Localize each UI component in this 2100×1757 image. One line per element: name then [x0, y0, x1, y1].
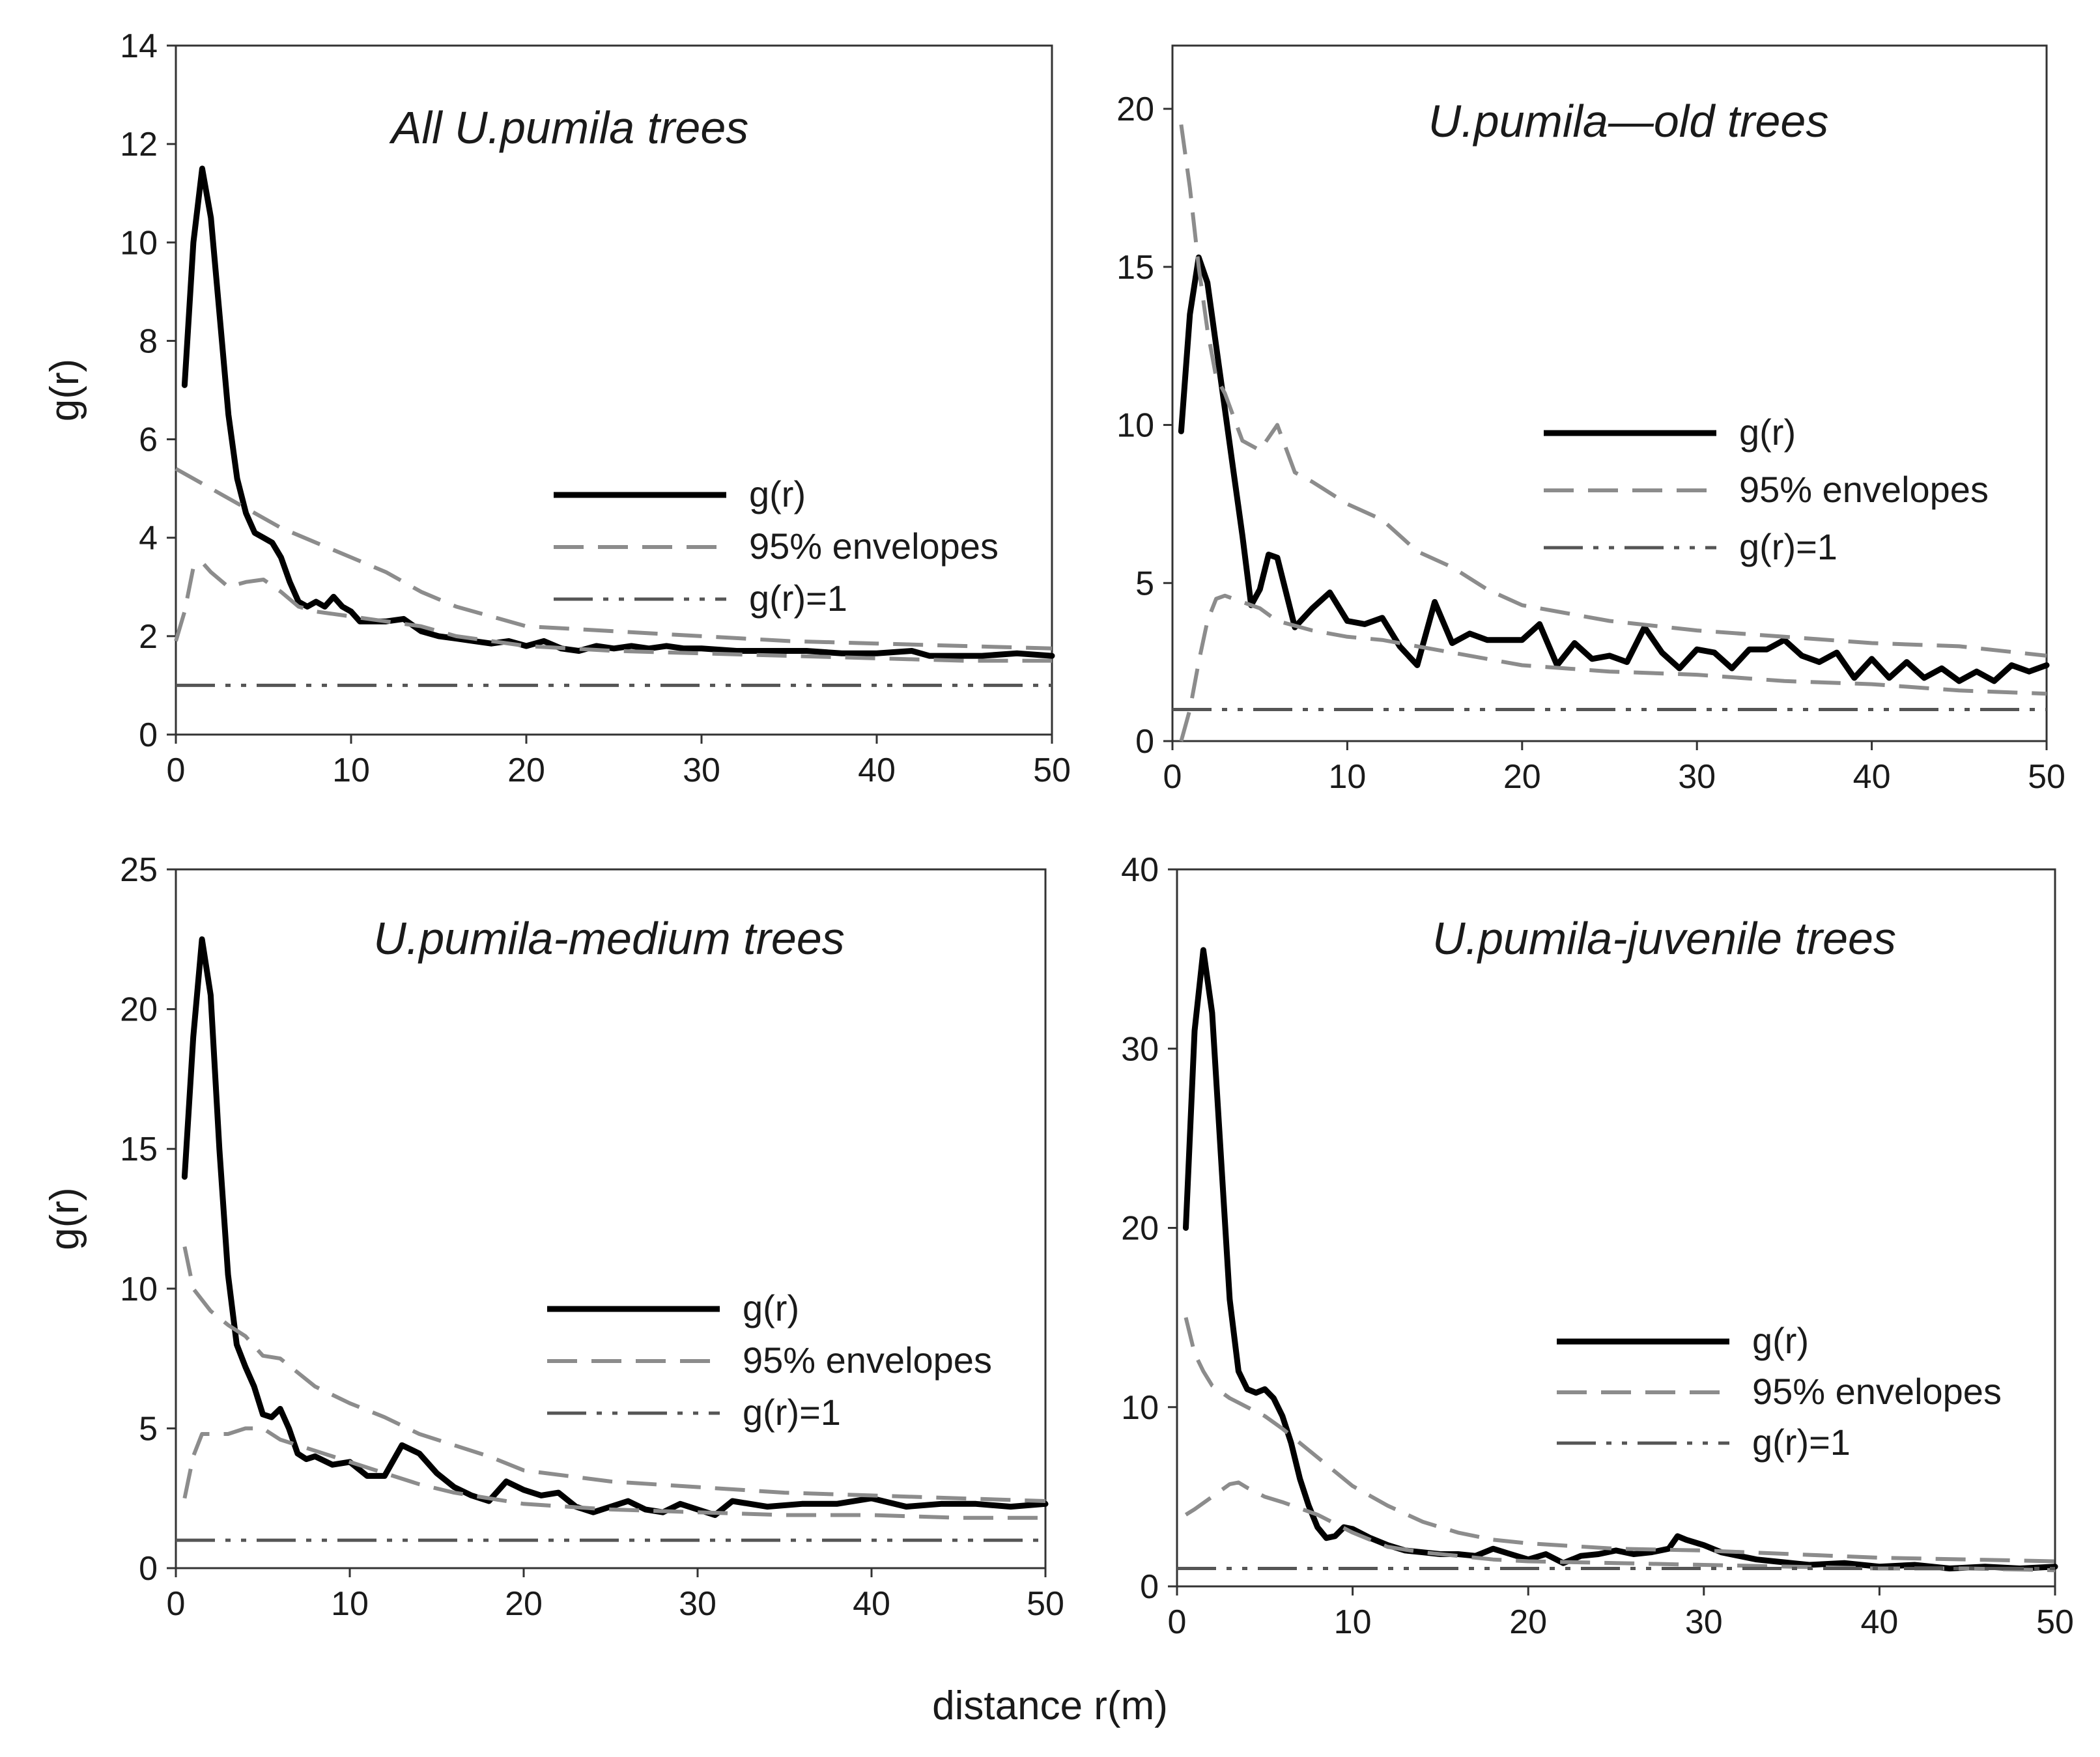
series-line-95-envelopes-upper — [1184, 1317, 2056, 1564]
legend-label: 95% envelopes — [743, 1340, 992, 1381]
y-tick-label: 0 — [139, 1550, 158, 1588]
y-tick-label: 25 — [120, 851, 158, 889]
x-tick-label: 40 — [853, 1585, 890, 1623]
legend-label: 95% envelopes — [1739, 469, 1989, 510]
legend-label: g(r) — [749, 473, 806, 514]
panel-medium-trees: 0 10 20 30 40 50 0 5 10 15 20 25 g(r) U.pumila-medium… — [42, 851, 1064, 1623]
y-tick-label: 10 — [1116, 407, 1154, 445]
x-tick-label: 40 — [1860, 1603, 1898, 1641]
y-tick-label: 0 — [1140, 1568, 1159, 1606]
y-tick-label: 15 — [1116, 249, 1154, 287]
series-line-95-envelopes-lower — [1179, 593, 2047, 742]
panel-title: All U.pumila trees — [389, 102, 749, 153]
x-tick-label: 0 — [1168, 1603, 1187, 1641]
y-tick-label: 14 — [120, 27, 158, 65]
y-tick-label: 15 — [120, 1131, 158, 1168]
y-tick-label: 30 — [1121, 1030, 1159, 1068]
legend-label: g(r) — [1752, 1320, 1809, 1361]
y-tick-label: 10 — [1121, 1389, 1159, 1427]
plot-frame — [175, 868, 1047, 1569]
panel-all-trees: 0 10 20 30 40 50 0 2 4 6 8 10 12 14 g(r) All U.pumila t… — [42, 27, 1071, 789]
x-tick-label: 10 — [1334, 1603, 1372, 1641]
series-line-95-envelopes-upper — [182, 1246, 1046, 1503]
y-tick-label: 10 — [120, 1271, 158, 1308]
series-line-95-envelopes-upper — [175, 467, 1053, 651]
plot-frame — [1171, 44, 2048, 742]
x-tick-label: 0 — [167, 752, 186, 789]
y-tick-label: 6 — [139, 421, 158, 459]
plot-frame — [175, 44, 1053, 736]
legend-label: g(r)=1 — [1739, 526, 1838, 567]
plot-frame — [1176, 868, 2056, 1588]
y-tick-label: 20 — [1121, 1210, 1159, 1248]
x-tick-label: 20 — [507, 752, 545, 789]
y-tick-label: 5 — [1135, 565, 1154, 602]
series-line-95-envelopes-lower — [1184, 1480, 2056, 1573]
y-tick-label: 5 — [139, 1410, 158, 1448]
series-line-95-envelopes-lower — [174, 560, 1052, 663]
x-tick-label: 10 — [332, 752, 370, 789]
y-tick-label: 12 — [120, 126, 158, 163]
y-tick-label: 10 — [120, 224, 158, 262]
x-tick-label: 0 — [167, 1585, 186, 1623]
x-tick-label: 50 — [2028, 758, 2065, 796]
y-tick-label: 4 — [139, 520, 158, 557]
y-axis-title: g(r) — [42, 1187, 87, 1250]
x-tick-label: 50 — [1033, 752, 1071, 789]
x-tick-label: 30 — [683, 752, 720, 789]
series-line-g-r — [181, 165, 1055, 659]
x-tick-label: 10 — [331, 1585, 369, 1623]
x-tick-label: 40 — [858, 752, 896, 789]
series-line-g-r — [1183, 947, 2058, 1571]
legend-label: g(r) — [743, 1287, 799, 1328]
legend-label: 95% envelopes — [1752, 1371, 2002, 1412]
series-line-95-envelopes-upper — [1179, 124, 2047, 658]
y-tick-label: 20 — [1116, 91, 1154, 128]
panel-old-trees: 0 10 20 30 40 50 0 5 10 15 20 U.pumila—old trees g(r… — [1116, 44, 2065, 796]
x-tick-label: 20 — [1509, 1603, 1547, 1641]
series-line-95-envelopes-lower — [182, 1426, 1045, 1520]
y-tick-label: 2 — [139, 618, 158, 656]
legend-label: g(r)=1 — [749, 578, 847, 619]
legend-label: 95% envelopes — [749, 526, 999, 567]
common-x-axis-title: distance r(m) — [932, 1683, 1168, 1728]
y-tick-label: 0 — [1135, 723, 1154, 761]
x-tick-label: 30 — [1678, 758, 1716, 796]
legend-label: g(r) — [1739, 412, 1796, 453]
y-tick-label: 20 — [120, 991, 158, 1029]
x-tick-label: 30 — [679, 1585, 717, 1623]
panel-juvenile-trees: 0 10 20 30 40 50 0 10 20 30 40 U.pumila-juvenile tr… — [1121, 851, 2074, 1641]
panel-title: U.pumila—old trees — [1428, 96, 1829, 147]
x-tick-label: 10 — [1328, 758, 1366, 796]
legend-label: g(r)=1 — [743, 1392, 841, 1433]
x-tick-label: 20 — [505, 1585, 543, 1623]
y-axis-title: g(r) — [42, 359, 87, 421]
y-tick-label: 8 — [139, 322, 158, 360]
y-tick-label: 0 — [139, 716, 158, 754]
x-tick-label: 50 — [1027, 1585, 1064, 1623]
x-tick-label: 50 — [2036, 1603, 2074, 1641]
panel-title: U.pumila-medium trees — [373, 913, 845, 964]
x-tick-label: 30 — [1685, 1603, 1723, 1641]
legend-label: g(r)=1 — [1752, 1422, 1851, 1463]
series-line-g-r — [1178, 254, 2050, 684]
x-tick-label: 20 — [1503, 758, 1541, 796]
series-line-g-r — [181, 936, 1049, 1518]
panel-title: U.pumila-juvenile trees — [1432, 913, 1896, 964]
y-tick-label: 40 — [1121, 851, 1159, 889]
x-tick-label: 0 — [1163, 758, 1182, 796]
x-tick-label: 40 — [1853, 758, 1891, 796]
